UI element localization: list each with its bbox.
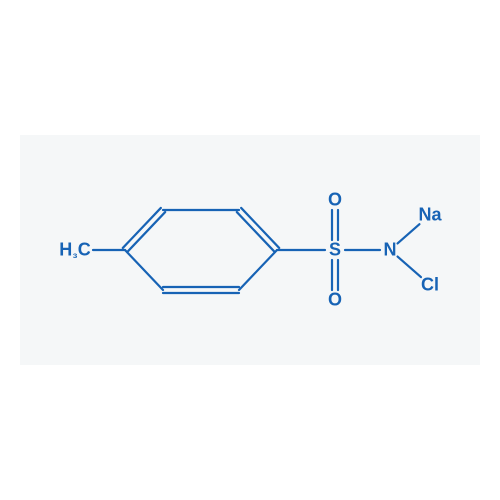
molecule-canvas: H₃CSOONNaCl	[20, 135, 480, 365]
bonds-layer	[20, 135, 480, 365]
